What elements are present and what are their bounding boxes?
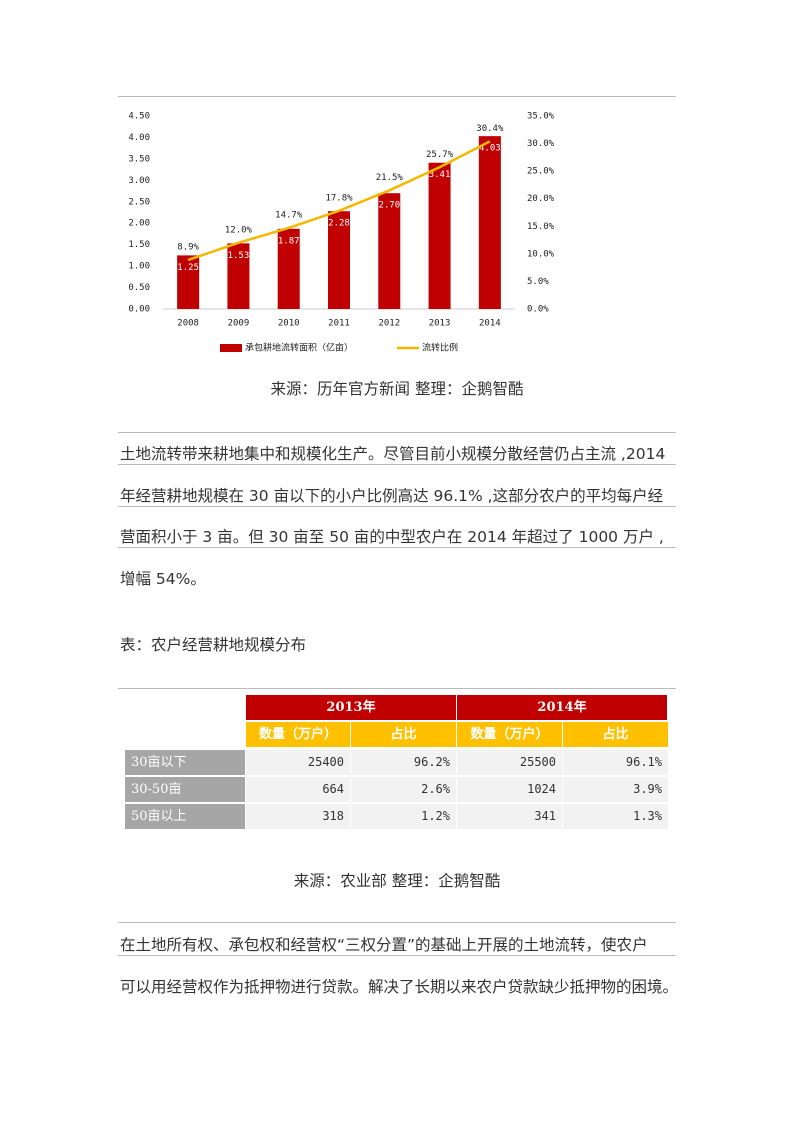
paragraph-line: 增幅 54%。 xyxy=(120,569,206,588)
table-cell: 96.2% xyxy=(351,750,456,775)
chart: 0.00 0.50 1.00 1.50 2.00 2.50 3.00 3.50 4.00 4.50… xyxy=(128,112,555,354)
row-header: 50亩以上 xyxy=(125,804,245,829)
y-tick-label: 2.50 xyxy=(128,197,150,207)
bar-label: 1.53 xyxy=(228,251,250,261)
paragraph-line: 在土地所有权、承包权和经营权“三权分置”的基础上开展的土地流转，使农户 xyxy=(120,936,648,954)
paragraph-line: 年经营耕地规模在 30 亩以下的小户比例高达 96.1% ,这部分农户的平均每户… xyxy=(120,486,664,505)
y2-tick-label: 20.0% xyxy=(527,194,555,204)
y-tick-label: 3.00 xyxy=(128,176,150,186)
table-cell: 1.3% xyxy=(563,804,668,829)
legend-label: 承包耕地流转面积（亿亩） xyxy=(245,342,353,354)
x-tick-label: 2009 xyxy=(228,319,250,329)
source: 来源：农业部 整理：企鹅智酷 xyxy=(293,872,501,890)
line-label: 25.7% xyxy=(426,150,454,160)
column-header: 占比 xyxy=(563,722,668,747)
table-cell: 25500 xyxy=(457,750,562,775)
bar-label: 2.28 xyxy=(328,219,350,229)
x-tick-label: 2008 xyxy=(177,319,199,329)
divider xyxy=(118,688,676,689)
x-tick-label: 2013 xyxy=(429,319,451,329)
y-tick-label: 4.00 xyxy=(128,133,150,143)
y2-tick-label: 5.0% xyxy=(527,277,549,287)
table-cell: 1024 xyxy=(457,777,562,802)
table-caption: 表：农户经营耕地规模分布 xyxy=(120,636,307,654)
divider xyxy=(118,432,676,433)
line-rule xyxy=(118,955,676,956)
line-label: 12.0% xyxy=(225,225,253,235)
bar-label: 1.25 xyxy=(177,263,199,273)
y2-tick-label: 0.0% xyxy=(527,305,549,315)
bar xyxy=(227,243,250,309)
line-label: 30.4% xyxy=(476,124,504,134)
bar xyxy=(378,193,401,309)
table-cell: 3.9% xyxy=(563,777,668,802)
line-label: 17.8% xyxy=(325,193,353,203)
bar xyxy=(177,255,200,309)
table-cell: 1.2% xyxy=(351,804,456,829)
y2-tick-label: 10.0% xyxy=(527,249,555,259)
paragraph-line: 可以用经营权作为抵押物进行贷款。解决了长期以来农户贷款缺少抵押物的困境。 xyxy=(120,977,679,996)
year-header: 2014年 xyxy=(457,695,667,720)
y-tick-label: 2.00 xyxy=(128,219,150,229)
column-header: 数量（万户） xyxy=(457,722,562,747)
table-cell: 664 xyxy=(246,777,350,802)
divider xyxy=(118,922,676,923)
x-tick-label: 2010 xyxy=(278,319,300,329)
y-tick-label: 0.50 xyxy=(128,283,150,293)
table-cell: 96.1% xyxy=(563,750,668,775)
line-rule xyxy=(118,464,676,465)
line-label: 8.9% xyxy=(177,242,199,252)
bar-label: 2.70 xyxy=(378,201,400,211)
y2-tick-label: 30.0% xyxy=(527,139,555,149)
bar xyxy=(428,162,451,309)
line-label: 21.5% xyxy=(376,173,404,183)
legend-swatch xyxy=(220,344,242,352)
x-tick-label: 2014 xyxy=(479,319,501,329)
bar xyxy=(277,228,300,309)
divider xyxy=(118,96,676,97)
paragraph-line: 土地流转带来耕地集中和规模化生产。尽管目前小规模分散经营仍占主流 ,2014 xyxy=(120,445,666,463)
paragraph-line: 营面积小于 3 亩。但 30 亩至 50 亩的中型农户在 2014 年超过了 1… xyxy=(120,528,664,546)
y2-tick-label: 35.0% xyxy=(527,112,555,122)
legend-label: 流转比例 xyxy=(422,342,458,354)
column-header: 占比 xyxy=(351,722,456,747)
year-header: 2013年 xyxy=(246,695,456,720)
y-tick-label: 4.50 xyxy=(128,112,150,122)
row-header: 30-50亩 xyxy=(125,777,245,802)
source: 来源：历年官方新闻 整理：企鹅智酷 xyxy=(270,380,524,398)
table-corner xyxy=(125,695,245,720)
table-cell: 318 xyxy=(246,804,350,829)
y-tick-label: 0.00 xyxy=(128,305,150,315)
y2-tick-label: 15.0% xyxy=(527,222,555,232)
table-cell: 341 xyxy=(457,804,562,829)
table-cell: 2.6% xyxy=(351,777,456,802)
y-tick-label: 1.00 xyxy=(128,262,150,272)
x-tick-label: 2011 xyxy=(328,319,350,329)
line-rule xyxy=(118,505,676,507)
y2-tick-label: 25.0% xyxy=(527,167,555,177)
table-cell: 25400 xyxy=(246,750,350,775)
bar-label: 1.87 xyxy=(278,236,300,246)
bar xyxy=(478,136,501,309)
line xyxy=(187,140,491,262)
line-label: 14.7% xyxy=(275,210,303,220)
y-tick-label: 3.50 xyxy=(128,154,150,164)
x-tick-label: 2012 xyxy=(378,319,400,329)
row-header: 30亩以下 xyxy=(125,750,245,775)
bar-label: 3.41 xyxy=(429,170,451,180)
column-header: 数量（万户） xyxy=(246,722,350,747)
y-tick-label: 1.50 xyxy=(128,240,150,250)
line-rule xyxy=(118,547,676,548)
bar-label: 4.03 xyxy=(479,144,501,154)
bar xyxy=(328,211,350,309)
